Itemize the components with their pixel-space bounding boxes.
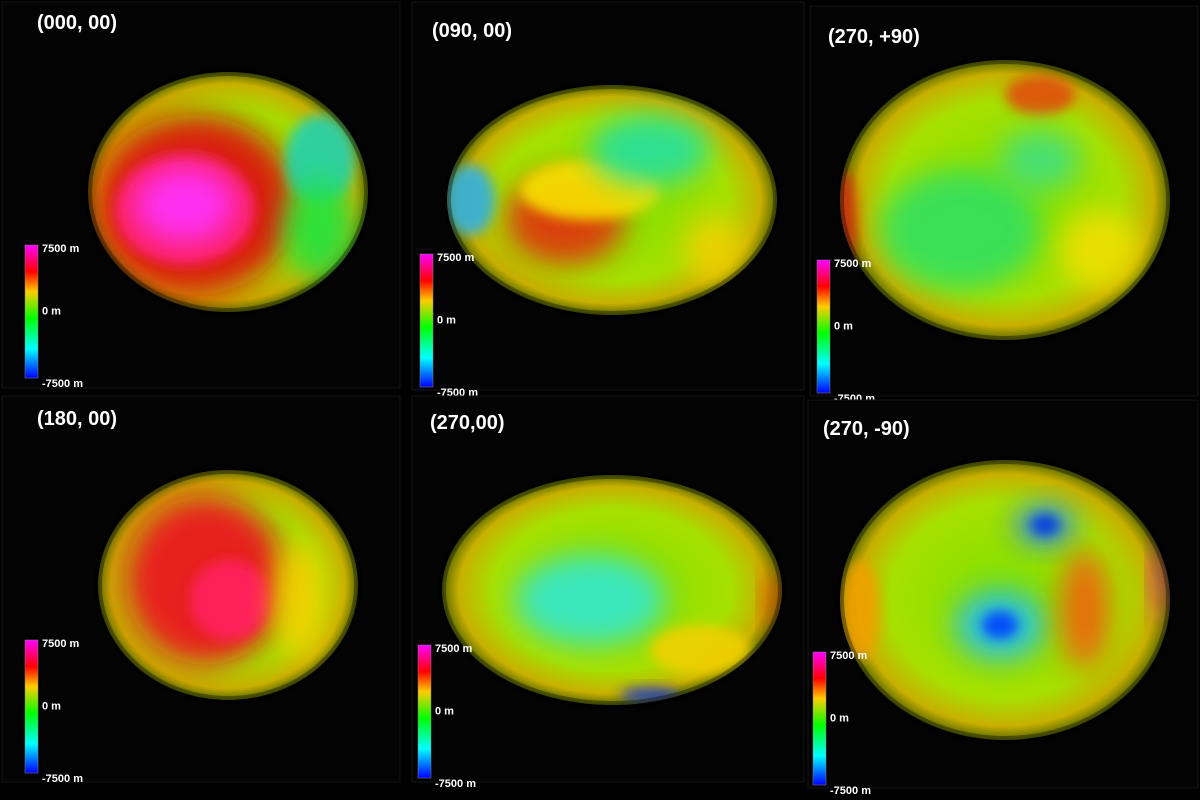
scale-max: 7500 m bbox=[437, 252, 475, 264]
colorbar bbox=[417, 644, 432, 779]
colorbar bbox=[24, 639, 39, 774]
height-spot bbox=[1060, 550, 1110, 670]
height-spot bbox=[982, 611, 1018, 639]
colorbar bbox=[419, 253, 434, 388]
scale-max: 7500 m bbox=[834, 258, 872, 270]
panel: (180, 00) 7500 m 0 m -7500 m bbox=[1, 395, 401, 785]
height-spot bbox=[285, 180, 355, 280]
scale-mid: 0 m bbox=[42, 305, 61, 317]
height-spot bbox=[840, 170, 857, 270]
scale-mid: 0 m bbox=[834, 320, 853, 332]
panel: (000, 00) 7500 m 0 m -7500 m bbox=[1, 1, 401, 390]
height-spot bbox=[590, 115, 710, 185]
height-map bbox=[840, 75, 1140, 290]
shading bbox=[836, 456, 1174, 744]
shading bbox=[94, 466, 362, 704]
shading bbox=[438, 471, 786, 709]
height-spot bbox=[840, 560, 880, 660]
scale-max: 7500 m bbox=[42, 638, 80, 650]
scale-min: -7500 m bbox=[42, 378, 83, 390]
panel-title: (270,00) bbox=[430, 412, 505, 434]
height-spot bbox=[1060, 210, 1140, 290]
colorbar bbox=[816, 259, 831, 394]
height-spot bbox=[1031, 515, 1059, 535]
scale-mid: 0 m bbox=[435, 705, 454, 717]
height-map bbox=[840, 505, 1168, 670]
shading bbox=[443, 81, 781, 319]
colorbar bbox=[24, 244, 39, 379]
scale-min: -7500 m bbox=[830, 785, 871, 797]
scale-mid: 0 m bbox=[437, 314, 456, 326]
height-spot bbox=[1000, 130, 1080, 190]
height-spot bbox=[190, 560, 270, 640]
colorbar bbox=[812, 651, 827, 786]
height-spot bbox=[880, 170, 1040, 290]
panel-title: (180, 00) bbox=[37, 408, 117, 430]
panel: (270, +90)7500 m0 m-7500 m bbox=[809, 5, 1199, 405]
scale-max: 7500 m bbox=[42, 243, 80, 255]
height-spot bbox=[650, 625, 750, 675]
height-spot bbox=[1005, 75, 1075, 115]
panel-title: (000, 00) bbox=[37, 12, 117, 34]
scale-mid: 0 m bbox=[42, 700, 61, 712]
panel-title: (270, +90) bbox=[828, 26, 920, 48]
panel: (270, -90) 7500 m 0 m -7500 m bbox=[807, 399, 1199, 797]
panel-title: (270, -90) bbox=[823, 418, 910, 440]
height-spot bbox=[285, 115, 355, 205]
scale-max: 7500 m bbox=[830, 650, 868, 662]
height-map bbox=[125, 495, 325, 665]
height-spot bbox=[447, 165, 495, 235]
panel: (270,00) 7500 m 0 m -7500 m bbox=[411, 395, 805, 790]
panel: (090, 00)7500 m0 m-7500 m bbox=[411, 1, 805, 399]
scale-mid: 0 m bbox=[830, 712, 849, 724]
height-spot bbox=[620, 687, 680, 703]
height-map bbox=[515, 555, 782, 703]
scale-min: -7500 m bbox=[42, 773, 83, 785]
height-spot bbox=[515, 555, 665, 645]
height-spot bbox=[135, 167, 235, 243]
height-map bbox=[95, 115, 355, 295]
shading bbox=[84, 68, 372, 316]
height-spot bbox=[685, 215, 745, 285]
height-spot bbox=[275, 540, 325, 660]
scale-min: -7500 m bbox=[435, 778, 476, 790]
panel-title: (090, 00) bbox=[432, 20, 512, 42]
height-map bbox=[447, 115, 745, 285]
scale-max: 7500 m bbox=[435, 643, 473, 655]
shading bbox=[836, 56, 1174, 344]
